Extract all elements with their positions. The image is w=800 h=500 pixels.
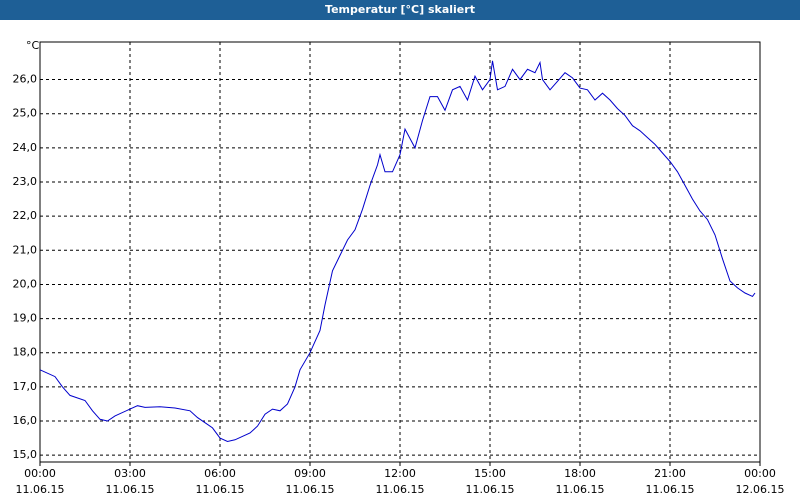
- data-line: [39, 60, 756, 443]
- y-tick-label: 25,0: [13, 107, 38, 120]
- y-tick-label: 15,0: [13, 448, 38, 461]
- y-tick-label: 26,0: [13, 73, 38, 86]
- y-tick-label: 19,0: [13, 312, 38, 325]
- x-tick-label: 11.06.15: [286, 483, 335, 496]
- x-tick-label: 12:00: [384, 467, 416, 480]
- x-tick-label: 15:00: [474, 467, 506, 480]
- y-tick-label: 18,0: [13, 346, 38, 359]
- x-tick-label: 12.06.15: [736, 483, 785, 496]
- x-tick-label: 06:00: [204, 467, 236, 480]
- x-tick-label: 00:00: [744, 467, 776, 480]
- x-tick-label: 11.06.15: [16, 483, 65, 496]
- x-tick-label: 11.06.15: [196, 483, 245, 496]
- x-tick-label: 11.06.15: [466, 483, 515, 496]
- title-bar: [0, 0, 800, 20]
- plot-frame: [39, 41, 761, 463]
- y-tick-label: 17,0: [13, 380, 38, 393]
- x-tick-label: 21:00: [654, 467, 686, 480]
- x-tick-label: 11.06.15: [646, 483, 695, 496]
- y-tick-label: 16,0: [13, 414, 38, 427]
- x-tick-label: 09:00: [294, 467, 326, 480]
- x-tick-label: 18:00: [564, 467, 596, 480]
- x-tick-label: 03:00: [114, 467, 146, 480]
- x-tick-label: 11.06.15: [376, 483, 425, 496]
- x-tick-label: 00:00: [24, 467, 56, 480]
- y-tick-label: 20,0: [13, 277, 38, 290]
- y-tick-label: 22,0: [13, 209, 38, 222]
- y-tick-label: 24,0: [13, 141, 38, 154]
- y-unit: °C: [26, 39, 40, 52]
- y-tick-label: 23,0: [13, 175, 38, 188]
- chart-title: Temperatur [°C] skaliert: [325, 3, 475, 16]
- x-tick-label: 11.06.15: [556, 483, 605, 496]
- y-tick-label: 21,0: [13, 243, 38, 256]
- x-tick-label: 11.06.15: [106, 483, 155, 496]
